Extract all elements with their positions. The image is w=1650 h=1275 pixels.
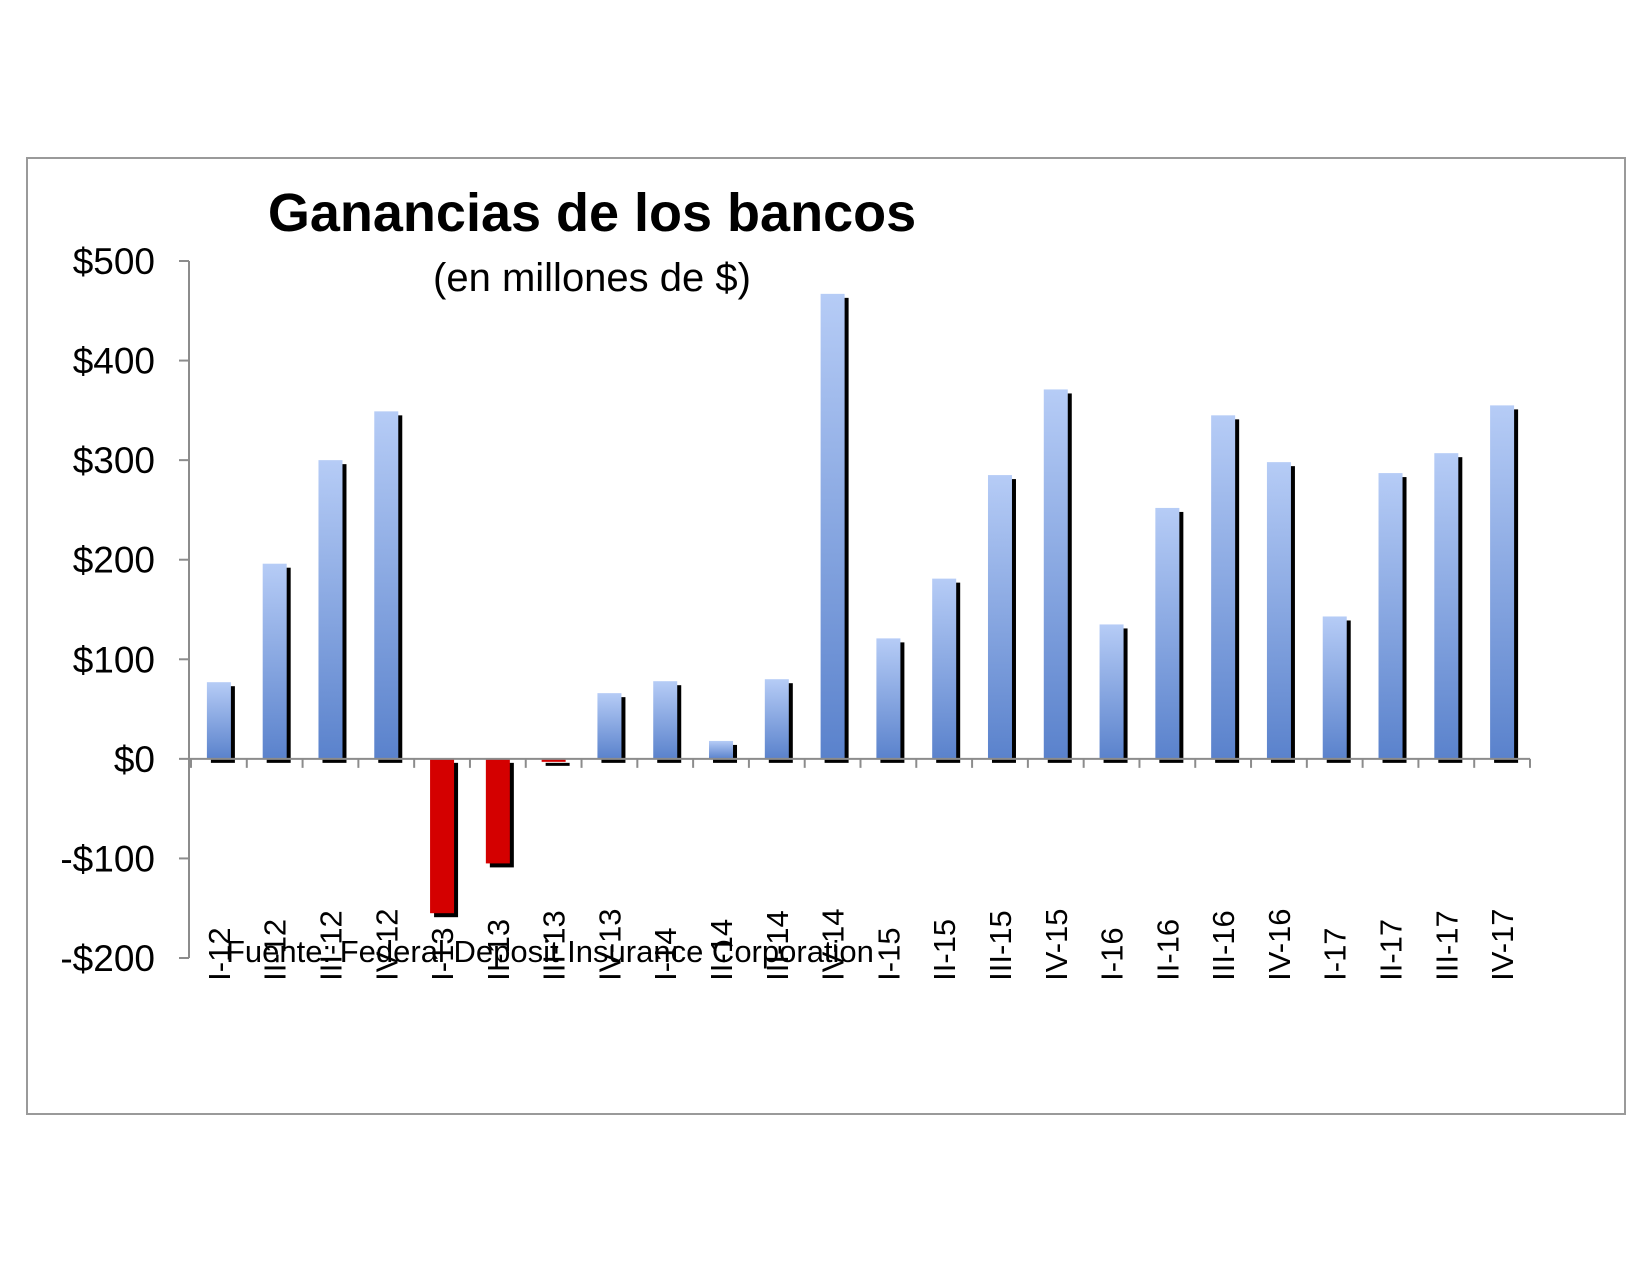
y-tick-label: $300 bbox=[73, 440, 155, 481]
bar bbox=[1211, 415, 1236, 759]
chart-subtitle: (en millones de $) bbox=[433, 256, 751, 300]
y-axis: $500 $400 $300 $200 $100 $0 -$100 -$200 bbox=[60, 241, 190, 979]
x-tick-label: II-14 bbox=[704, 919, 739, 981]
x-tick-label: II-16 bbox=[1150, 919, 1185, 981]
bar bbox=[541, 758, 566, 762]
bar bbox=[932, 578, 957, 759]
y-tick-label: $500 bbox=[73, 241, 155, 282]
x-tick-label: III-17 bbox=[1429, 910, 1464, 981]
chart-frame: Ganancias de los bancos (en millones de … bbox=[26, 157, 1626, 1115]
x-tick-label: I-13 bbox=[425, 927, 460, 980]
x-tick-label: IV-15 bbox=[1039, 908, 1074, 980]
bars bbox=[206, 293, 1519, 918]
y-tick-label: $400 bbox=[73, 341, 155, 382]
y-tick-label: -$200 bbox=[60, 938, 155, 979]
bar-chart: Ganancias de los bancos (en millones de … bbox=[60, 183, 1531, 981]
y-tick-label: -$100 bbox=[60, 838, 155, 879]
bar bbox=[1322, 616, 1347, 759]
x-tick-label: I-14 bbox=[648, 927, 683, 980]
x-tick-label: IV-17 bbox=[1485, 908, 1520, 980]
x-tick-label: I-17 bbox=[1318, 927, 1353, 980]
bar bbox=[262, 563, 287, 759]
x-tick-label: III-13 bbox=[537, 910, 572, 981]
bar bbox=[876, 638, 901, 759]
chart-title: Ganancias de los bancos bbox=[268, 183, 916, 243]
x-tick-label: III-16 bbox=[1206, 910, 1241, 981]
x-tick-label: I-15 bbox=[871, 927, 906, 980]
x-tick-label: II-15 bbox=[927, 919, 962, 981]
x-tick-label: II-12 bbox=[258, 919, 293, 981]
x-tick-label: IV-14 bbox=[816, 908, 851, 980]
y-tick-label: $200 bbox=[73, 540, 155, 581]
bar bbox=[1490, 405, 1515, 759]
x-tick-label: III-12 bbox=[313, 910, 348, 981]
x-tick-label: IV-12 bbox=[369, 908, 404, 980]
y-tick-label: $100 bbox=[73, 639, 155, 680]
bar bbox=[318, 460, 343, 759]
bar bbox=[1099, 624, 1124, 759]
x-axis: I-12 II-12 III-12 IV-12 I-13 II-13 III-13 IV-13… bbox=[189, 757, 1531, 981]
y-tick-label: $0 bbox=[114, 739, 155, 780]
bar bbox=[653, 681, 678, 759]
bar bbox=[374, 411, 399, 759]
x-tick-label: III-15 bbox=[983, 910, 1018, 981]
bar bbox=[1434, 453, 1459, 759]
x-tick-label: I-16 bbox=[1095, 927, 1130, 980]
bar bbox=[597, 693, 622, 759]
bar bbox=[1378, 473, 1403, 759]
bar bbox=[820, 293, 845, 759]
x-tick-label: IV-16 bbox=[1262, 908, 1297, 980]
x-tick-label: IV-13 bbox=[592, 908, 627, 980]
x-tick-label: II-17 bbox=[1374, 919, 1409, 981]
bar bbox=[1043, 389, 1068, 759]
bar bbox=[1155, 507, 1180, 759]
bar bbox=[709, 740, 734, 759]
bar bbox=[987, 475, 1012, 759]
source-note: Fuente: Federal Deposit Insurance Corpor… bbox=[226, 934, 874, 969]
bar bbox=[485, 758, 510, 864]
x-tick-label: III-14 bbox=[760, 910, 795, 981]
bar bbox=[206, 682, 231, 759]
x-tick-label: I-12 bbox=[202, 927, 237, 980]
bar bbox=[764, 679, 789, 759]
bar bbox=[430, 758, 455, 914]
bar-shadow bbox=[545, 762, 570, 766]
bar bbox=[1266, 462, 1291, 759]
x-tick-label: II-13 bbox=[481, 919, 516, 981]
